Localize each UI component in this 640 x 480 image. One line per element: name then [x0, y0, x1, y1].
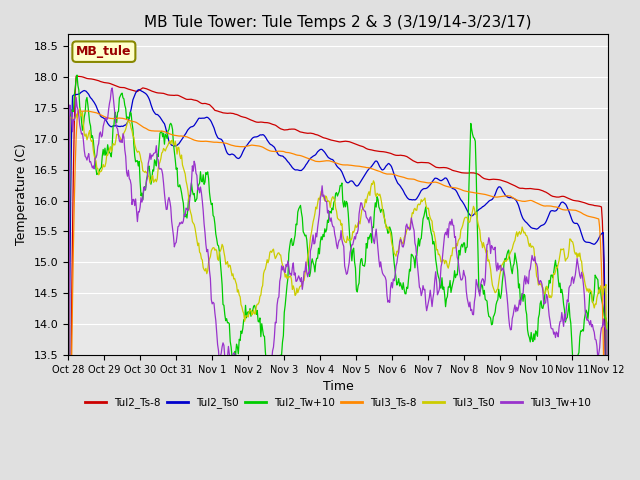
Tul3_Tw+10	[426, 295, 433, 300]
Tul3_Ts0	[161, 147, 168, 153]
Tul2_Ts0	[383, 162, 391, 168]
Tul2_Ts-8	[161, 91, 168, 96]
Tul3_Tw+10	[161, 191, 168, 196]
Tul2_Ts-8	[309, 131, 317, 136]
Tul2_Tw+10	[472, 138, 479, 144]
Tul2_Ts0	[161, 121, 168, 127]
Tul2_Ts-8	[472, 170, 479, 176]
Tul2_Ts0	[204, 115, 212, 120]
Tul2_Ts0	[136, 87, 143, 93]
Tul3_Tw+10	[472, 293, 479, 299]
Text: MB_tule: MB_tule	[76, 45, 132, 58]
Tul2_Ts-8	[72, 73, 80, 79]
Tul3_Ts0	[383, 226, 391, 231]
Tul3_Ts-8	[82, 108, 90, 114]
Line: Tul3_Tw+10: Tul3_Tw+10	[68, 88, 608, 480]
Tul3_Ts-8	[161, 129, 168, 134]
Tul2_Tw+10	[161, 141, 168, 147]
Tul3_Ts-8	[472, 190, 479, 196]
Tul2_Tw+10	[426, 219, 433, 225]
Tul3_Ts0	[426, 212, 433, 217]
Tul3_Ts0	[309, 219, 317, 225]
Tul3_Tw+10	[204, 247, 212, 252]
Tul3_Tw+10	[108, 85, 116, 91]
Tul2_Ts-8	[383, 150, 391, 156]
Line: Tul2_Tw+10: Tul2_Tw+10	[68, 75, 608, 480]
Tul3_Ts-8	[383, 171, 391, 177]
Tul2_Ts-8	[426, 160, 433, 166]
Tul2_Ts0	[472, 210, 479, 216]
Tul3_Tw+10	[309, 232, 317, 238]
Tul3_Ts0	[204, 268, 212, 274]
Tul2_Tw+10	[204, 169, 212, 175]
Tul2_Ts0	[426, 183, 433, 189]
Tul3_Ts0	[76, 106, 84, 111]
Tul2_Tw+10	[73, 72, 81, 78]
Line: Tul3_Ts0: Tul3_Ts0	[68, 108, 608, 480]
Tul3_Ts-8	[426, 180, 433, 186]
Tul2_Tw+10	[309, 260, 317, 265]
Tul2_Ts0	[309, 153, 317, 159]
Line: Tul2_Ts0: Tul2_Ts0	[68, 90, 608, 480]
Y-axis label: Temperature (C): Temperature (C)	[15, 144, 28, 245]
Tul2_Ts-8	[204, 101, 212, 107]
Tul2_Tw+10	[383, 226, 391, 231]
Tul3_Ts-8	[204, 139, 212, 144]
Legend: Tul2_Ts-8, Tul2_Ts0, Tul2_Tw+10, Tul3_Ts-8, Tul3_Ts0, Tul3_Tw+10: Tul2_Ts-8, Tul2_Ts0, Tul2_Tw+10, Tul3_Ts…	[81, 393, 595, 412]
Tul3_Tw+10	[383, 293, 391, 299]
Tul3_Ts-8	[309, 157, 317, 163]
X-axis label: Time: Time	[323, 380, 353, 393]
Tul3_Ts0	[472, 212, 479, 217]
Title: MB Tule Tower: Tule Temps 2 & 3 (3/19/14-3/23/17): MB Tule Tower: Tule Temps 2 & 3 (3/19/14…	[144, 15, 532, 30]
Line: Tul3_Ts-8: Tul3_Ts-8	[68, 111, 608, 480]
Line: Tul2_Ts-8: Tul2_Ts-8	[68, 76, 608, 480]
